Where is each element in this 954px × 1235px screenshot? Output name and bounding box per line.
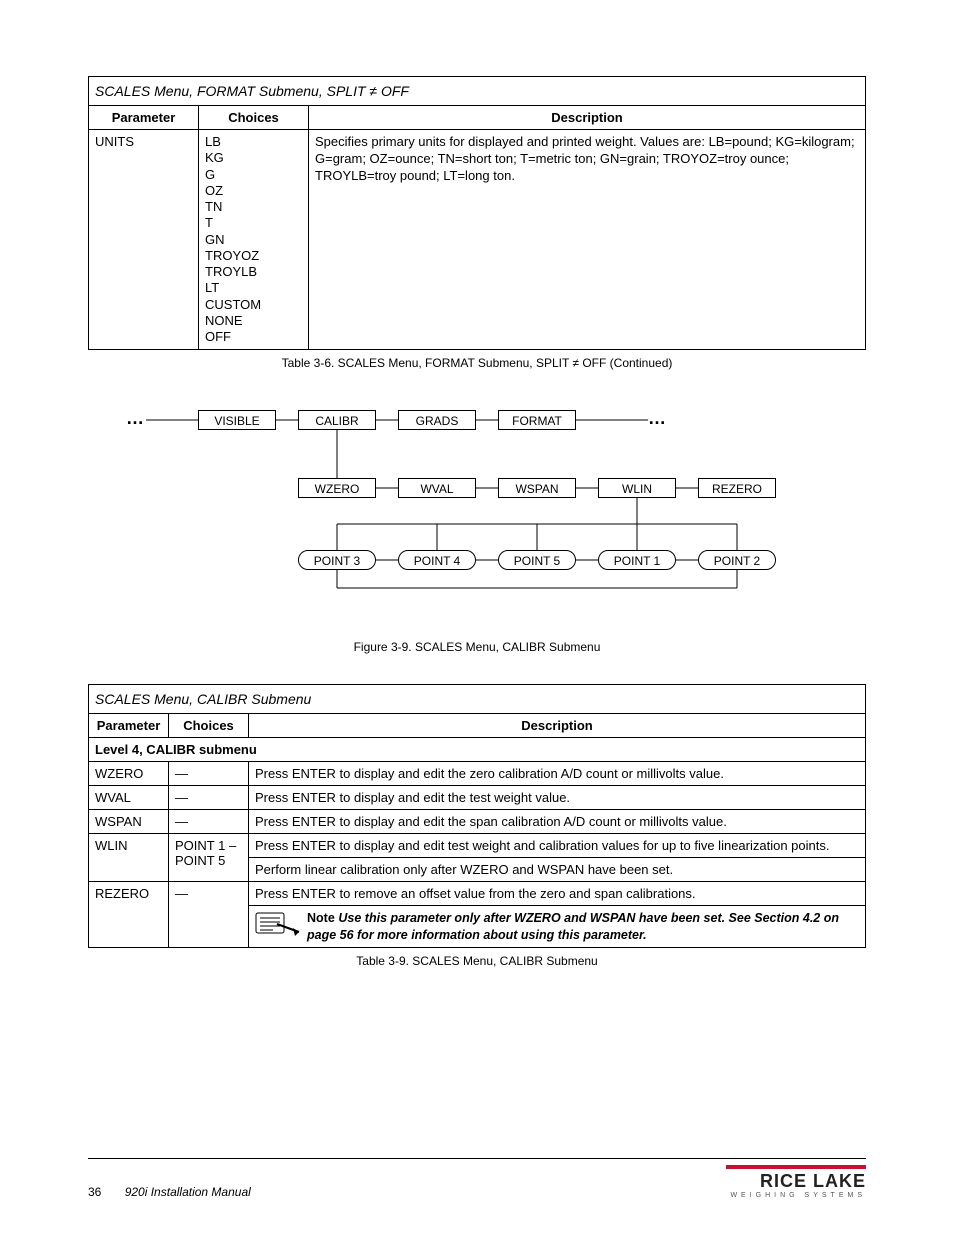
note-icon [255, 910, 301, 938]
table1-title: SCALES Menu, FORMAT Submenu, SPLIT ≠ OFF [89, 77, 866, 106]
t2-h2: Description [249, 714, 866, 738]
table1-caption: Table 3-6. SCALES Menu, FORMAT Submenu, … [88, 356, 866, 370]
choice-item: OFF [205, 329, 302, 345]
logo-sub: WEIGHING SYSTEMS [726, 1192, 866, 1199]
choice-item: TROYOZ [205, 248, 302, 264]
t2-section: Level 4, CALIBR submenu [89, 738, 866, 762]
choice-item: TN [205, 199, 302, 215]
table-cell: REZERO [89, 882, 169, 948]
choice-item: T [205, 215, 302, 231]
diagram-node: VISIBLE [198, 410, 276, 430]
t1-choices: LBKGGOZTNTGNTROYOZTROYLBLTCUSTOMNONEOFF [199, 130, 309, 350]
choice-item: LB [205, 134, 302, 150]
diagram-node: FORMAT [498, 410, 576, 430]
manual-title: 920i Installation Manual [125, 1185, 251, 1199]
table2-caption: Table 3-9. SCALES Menu, CALIBR Submenu [88, 954, 866, 968]
diagram-node: POINT 5 [498, 550, 576, 570]
ellipsis-left: … [126, 408, 146, 429]
table-cell: Press ENTER to display and edit the zero… [249, 762, 866, 786]
t1-param: UNITS [89, 130, 199, 350]
diagram-node: WZERO [298, 478, 376, 498]
choice-item: OZ [205, 183, 302, 199]
diagram-node: POINT 1 [598, 550, 676, 570]
table-cell: — [169, 810, 249, 834]
format-submenu-table: SCALES Menu, FORMAT Submenu, SPLIT ≠ OFF… [88, 76, 866, 350]
table-cell: — [169, 882, 249, 948]
diagram-node: WSPAN [498, 478, 576, 498]
diagram-node: WVAL [398, 478, 476, 498]
table-cell: — [169, 786, 249, 810]
diagram-node: CALIBR [298, 410, 376, 430]
t1-h0: Parameter [89, 106, 199, 130]
note-label: Note [307, 911, 335, 925]
diagram-node: REZERO [698, 478, 776, 498]
table-cell: WLIN [89, 834, 169, 882]
t2-h0: Parameter [89, 714, 169, 738]
diagram-caption: Figure 3-9. SCALES Menu, CALIBR Submenu [88, 640, 866, 654]
page-number: 36 [88, 1185, 101, 1199]
table-cell: Perform linear calibration only after WZ… [249, 858, 866, 882]
choice-item: G [205, 167, 302, 183]
calibr-diagram: … … VISIBLE CALIBR GRADS FORMAT WZERO WVAL WSP… [88, 410, 868, 630]
table-cell: POINT 1 – POINT 5 [169, 834, 249, 882]
choice-item: NONE [205, 313, 302, 329]
note-text: Use this parameter only after WZERO and … [307, 911, 839, 941]
t1-h2: Description [309, 106, 866, 130]
choice-item: GN [205, 232, 302, 248]
diagram-node: POINT 4 [398, 550, 476, 570]
t1-h1: Choices [199, 106, 309, 130]
choice-item: CUSTOM [205, 297, 302, 313]
table-cell: WZERO [89, 762, 169, 786]
table-cell: Press ENTER to display and edit the span… [249, 810, 866, 834]
rice-lake-logo: RICE LAKE WEIGHING SYSTEMS [726, 1165, 866, 1199]
table-cell: — [169, 762, 249, 786]
page-footer: 36 920i Installation Manual RICE LAKE WE… [88, 1158, 866, 1199]
table-cell: Press ENTER to display and edit test wei… [249, 834, 866, 858]
t1-desc: Specifies primary units for displayed an… [309, 130, 866, 350]
calibr-submenu-table: SCALES Menu, CALIBR Submenu Parameter Ch… [88, 684, 866, 948]
diagram-node: WLIN [598, 478, 676, 498]
ellipsis-right: … [648, 408, 668, 429]
diagram-node: GRADS [398, 410, 476, 430]
choice-item: TROYLB [205, 264, 302, 280]
diagram-node: POINT 3 [298, 550, 376, 570]
table-cell: Press ENTER to remove an offset value fr… [249, 882, 866, 906]
table-cell: Note Use this parameter only after WZERO… [249, 906, 866, 948]
table-cell: WVAL [89, 786, 169, 810]
choice-item: LT [205, 280, 302, 296]
logo-name: RICE LAKE [726, 1171, 866, 1192]
choice-item: KG [205, 150, 302, 166]
diagram-node: POINT 2 [698, 550, 776, 570]
t2-h1: Choices [169, 714, 249, 738]
table2-title: SCALES Menu, CALIBR Submenu [89, 685, 866, 714]
table-cell: WSPAN [89, 810, 169, 834]
table-cell: Press ENTER to display and edit the test… [249, 786, 866, 810]
